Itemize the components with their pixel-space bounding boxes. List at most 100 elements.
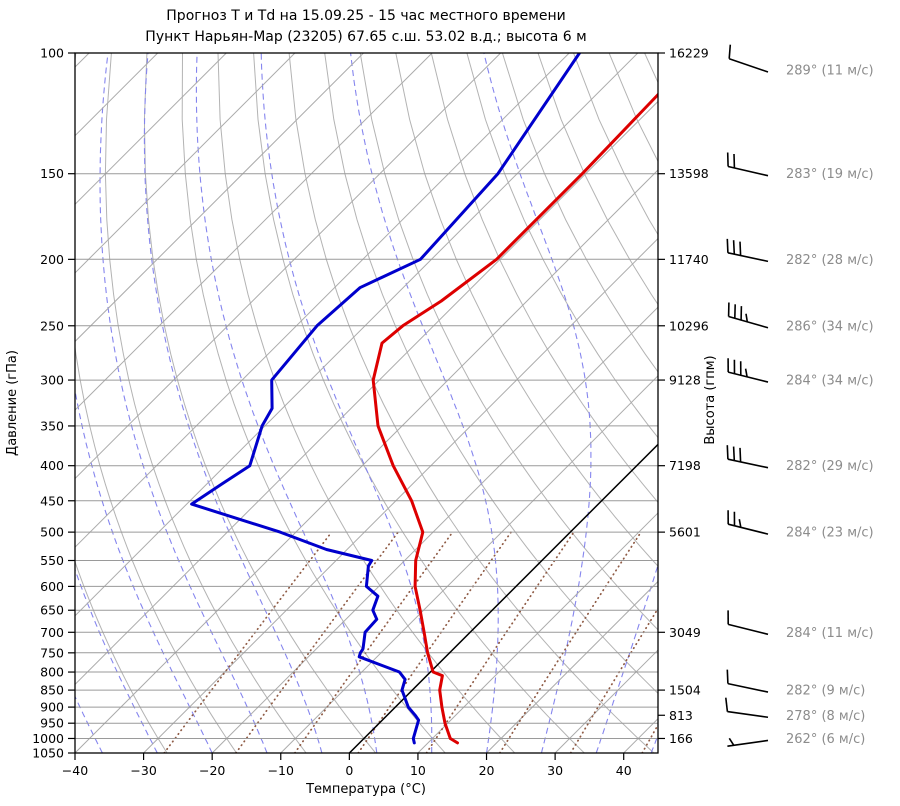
pressure-tick-label: 1050: [32, 746, 64, 761]
dry-adiabat-line: [573, 53, 658, 236]
height-tick-label: 13598: [669, 166, 709, 181]
isotherm-line: [75, 100, 658, 686]
wind-barb-staff: [728, 623, 769, 636]
isotherm-line: [75, 53, 433, 411]
height-tick-label: 11740: [669, 252, 709, 267]
isotherm-line: [75, 53, 570, 548]
wind-barb-staff: [727, 739, 769, 747]
pressure-tick-label: 400: [40, 458, 64, 473]
pressure-tick-label: 350: [40, 418, 64, 433]
chart-title-line2: Пункт Нарьян-Мар (23205) 67.65 с.ш. 53.0…: [145, 29, 586, 45]
dry-adiabat-line: [253, 53, 585, 753]
moist-adiabat-line: [260, 53, 433, 753]
wind-barb-staff: [727, 252, 769, 263]
temperature-tick-label: 0: [345, 763, 353, 778]
moist-adiabat-line: [650, 733, 658, 753]
wind-barb-feather: [728, 737, 735, 746]
pressure-tick-label: 1000: [32, 731, 64, 746]
temperature-tick-label: 10: [410, 763, 426, 778]
wind-barb-feather: [738, 519, 742, 528]
pressure-axis-ticks: 100 150 200 250 300 350 400 450 500 550 600 650 700 7…: [32, 46, 75, 761]
pressure-tick-label: 450: [40, 493, 64, 508]
dry-adiabat-line: [608, 53, 658, 163]
wind-label: 284° (23 м/с): [786, 526, 874, 541]
moist-adiabat-line: [99, 53, 268, 753]
pressure-tick-label: 600: [40, 579, 64, 594]
wind-barb-feather: [725, 697, 729, 712]
temperature-tick-label: −30: [130, 763, 156, 778]
wind-label: 284° (34 м/с): [786, 374, 874, 389]
chart-title-line1: Прогноз Т и Td на 15.09.25 - 15 час мест…: [166, 8, 565, 24]
wind-barb: [726, 238, 769, 263]
isotherm-line: [75, 169, 658, 753]
dry-adiabat-line: [501, 53, 658, 373]
wind-barb-feather: [744, 368, 748, 378]
dry-adiabat-line: [751, 53, 900, 753]
temperature-curve: [371, 92, 658, 745]
isotherm-line: [417, 512, 658, 753]
wind-label: 286° (34 м/с): [786, 319, 874, 334]
isotherm-lines: [75, 53, 658, 753]
temperature-tick-label: 20: [479, 763, 495, 778]
temperature-tick-label: −20: [199, 763, 225, 778]
wind-barb-staff: [727, 458, 769, 469]
height-tick-label: 16229: [669, 46, 709, 61]
isotherm-line: [143, 237, 658, 753]
wind-barb-staff: [728, 371, 769, 383]
wind-barb-feather: [726, 445, 729, 460]
mixing-ratio-line: [357, 531, 512, 753]
wind-barb: [726, 669, 769, 693]
pressure-tick-label: 650: [40, 603, 64, 618]
temperature-axis-label: Температура (°C): [305, 782, 426, 797]
zero-isotherm: [348, 443, 658, 753]
dewpoint-curve: [190, 53, 581, 745]
dry-adiabat-line: [787, 53, 900, 753]
sounding-curves: [190, 53, 658, 745]
isotherm-line: [75, 53, 639, 617]
mixing-ratio-line: [641, 723, 658, 753]
height-tick-label: 10296: [669, 318, 709, 333]
isotherm-line: [75, 53, 227, 206]
pressure-tick-label: 700: [40, 625, 64, 640]
wind-barb: [728, 44, 769, 73]
height-tick-label: 166: [669, 731, 693, 746]
moist-adiabat-lines: [75, 53, 658, 753]
wind-barb-feather: [726, 669, 729, 684]
mixing-ratio-line: [425, 531, 575, 753]
mixing-ratio-line: [498, 531, 642, 753]
temperature-tick-label: −40: [62, 763, 88, 778]
dry-adiabat-line: [181, 53, 446, 753]
pressure-tick-label: 250: [40, 318, 64, 333]
zero-isotherm-line: [348, 443, 658, 753]
height-tick-label: 813: [669, 708, 693, 723]
wind-barb: [727, 610, 769, 636]
wind-label: 282° (29 м/с): [786, 459, 874, 474]
moist-adiabat-line: [350, 53, 499, 753]
height-tick-label: 9128: [669, 373, 701, 388]
pressure-tick-label: 150: [40, 166, 64, 181]
pressure-tick-label: 300: [40, 373, 64, 388]
mixing-ratio-line: [163, 531, 333, 753]
wind-label: 282° (9 м/с): [786, 684, 865, 699]
wind-barb-feather: [745, 313, 749, 323]
isotherm-line: [623, 717, 658, 753]
pressure-tick-label: 850: [40, 683, 64, 698]
dry-adiabat-line: [324, 53, 658, 694]
moist-adiabat-line: [483, 53, 592, 753]
temperature-tick-label: 40: [616, 763, 632, 778]
isotherm-line: [75, 53, 501, 480]
pressure-tick-label: 750: [40, 645, 64, 660]
plot-frame: [74, 52, 659, 754]
dry-adiabat-line: [466, 53, 658, 439]
wind-label: 283° (19 м/с): [786, 167, 874, 182]
wind-barb-feather: [732, 240, 736, 255]
temperature-tick-label: 30: [547, 763, 563, 778]
dry-adiabat-line: [430, 53, 658, 504]
wind-barb: [727, 510, 769, 535]
moist-adiabat-line: [75, 695, 103, 753]
isotherm-line: [486, 580, 658, 753]
isotherm-line: [211, 306, 658, 753]
pressure-tick-label: 800: [40, 665, 64, 680]
mixing-ratio-line: [293, 531, 454, 753]
